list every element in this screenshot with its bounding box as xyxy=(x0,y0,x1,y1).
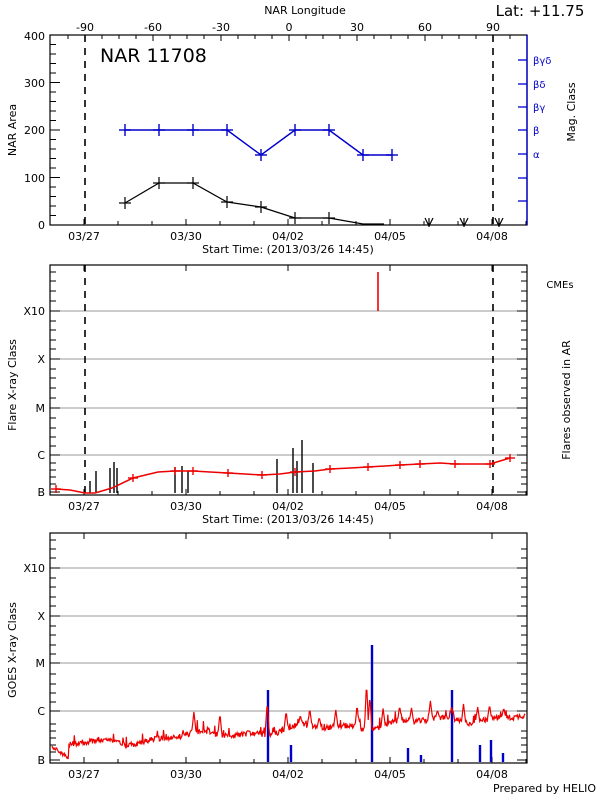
page-title: NAR 11708 xyxy=(100,45,207,67)
panel3-x-ticks: 03/27 03/30 04/02 04/05 04/08 xyxy=(68,533,527,781)
panel1-xtick-4: 04/08 xyxy=(476,230,508,243)
panel3-ytick-X: X xyxy=(37,610,45,623)
panel2-ytick-X10: X10 xyxy=(23,305,45,318)
panel1-xlabel: Start Time: (2013/03/26 14:45) xyxy=(202,243,374,256)
panel3-xtick-0: 03/27 xyxy=(68,768,100,781)
panel3-ylabel: GOES X-ray Class xyxy=(6,602,19,698)
panel2-x-ticks: 03/27 03/30 04/02 04/05 04/08 Start Time… xyxy=(68,265,527,526)
panel3-right-ticks xyxy=(517,548,527,761)
lon-tick--30: -30 xyxy=(212,21,230,34)
panel3-ytick-X10: X10 xyxy=(23,562,45,575)
panel1-xtick-1: 03/30 xyxy=(170,230,202,243)
panel3-xtick-1: 03/30 xyxy=(170,768,202,781)
panel3-gridlines xyxy=(50,567,527,712)
panel2-ytick-C: C xyxy=(37,449,45,462)
panel1-ytick-400: 400 xyxy=(24,30,45,43)
panel1-upper-limit-markers xyxy=(424,217,504,227)
mag-class-label-bg: βγ xyxy=(533,103,545,114)
lon-tick-60: 60 xyxy=(418,21,432,34)
panel3-y-ticks: B C M X X10 xyxy=(23,539,60,767)
panel1-ytick-0: 0 xyxy=(38,219,45,232)
lon-tick-0: 0 xyxy=(286,21,293,34)
lon-tick-30: 30 xyxy=(350,21,364,34)
panel-goes-xray-class: B C M X X10 GOES X-ray Class xyxy=(6,532,528,781)
mag-class-label-b: β xyxy=(533,126,539,137)
panel1-y-ticks: 0 100 200 300 400 xyxy=(24,30,60,232)
panel2-ylabel: Flare X-ray Class xyxy=(6,339,19,431)
panel3-xtick-3: 04/05 xyxy=(374,768,406,781)
panel2-ytick-X: X xyxy=(37,353,45,366)
panel1-mag-class-series xyxy=(119,124,398,161)
cmes-label: CMEs xyxy=(546,280,573,291)
panel2-right-label: Flares observed in AR xyxy=(560,340,573,460)
panel3-xtick-2: 04/02 xyxy=(272,768,304,781)
panel-flare-xray-class: B C M X X10 Flare X-ray Class xyxy=(6,264,574,526)
panel2-xtick-3: 04/05 xyxy=(374,500,406,513)
mag-class-label-bd: βδ xyxy=(533,80,546,91)
panel1-ytick-300: 300 xyxy=(24,77,45,90)
panel3-ytick-M: M xyxy=(36,657,46,670)
panel2-gridlines xyxy=(50,310,527,456)
mag-class-label-bgd: βγδ xyxy=(533,56,551,67)
panel2-y-ticks: B C M X X10 xyxy=(23,271,60,499)
panel3-ytick-B: B xyxy=(37,754,45,767)
lon-tick-90: 90 xyxy=(486,21,500,34)
panel2-xlabel: Start Time: (2013/03/26 14:45) xyxy=(202,513,374,526)
panel-nar-area: NAR Longitude Lat: +11.75 -90 -60 xyxy=(6,2,584,256)
credit-label: Prepared by HELIO xyxy=(493,782,596,795)
panel1-x-ticks: 03/27 03/30 04/02 04/05 04/08 Start Time… xyxy=(68,219,527,256)
panel1-mag-class-axis: βγδ βδ βγ β α Mag. Class xyxy=(518,56,578,202)
latitude-label: Lat: +11.75 xyxy=(496,2,585,20)
panel3-ytick-C: C xyxy=(37,705,45,718)
panel2-xtick-2: 04/02 xyxy=(272,500,304,513)
panel3-xtick-4: 04/08 xyxy=(476,768,508,781)
panel1-ylabel: NAR Area xyxy=(6,104,19,156)
lon-tick--90: -90 xyxy=(76,21,94,34)
panel2-xtick-0: 03/27 xyxy=(68,500,100,513)
mag-class-label-a: α xyxy=(533,150,540,161)
panel2-ytick-B: B xyxy=(37,486,45,499)
top-axis-title: NAR Longitude xyxy=(264,4,346,17)
panel2-xtick-4: 04/08 xyxy=(476,500,508,513)
panel1-right-label: Mag. Class xyxy=(565,82,578,141)
panel2-trend-series xyxy=(51,454,515,494)
panel1-xtick-0: 03/27 xyxy=(68,230,100,243)
panel1-xtick-3: 04/05 xyxy=(374,230,406,243)
panel3-flare-event-sticks xyxy=(266,645,505,762)
panel1-area-series xyxy=(119,177,504,227)
panel1-xtick-2: 04/02 xyxy=(272,230,304,243)
panel2-right-ticks: CMEs Flares observed in AR xyxy=(517,271,574,493)
panel2-xtick-1: 03/30 xyxy=(170,500,202,513)
panel1-ytick-200: 200 xyxy=(24,124,45,137)
panel2-ytick-M: M xyxy=(36,402,46,415)
panel3-goes-flux-curve xyxy=(51,689,526,760)
panel1-ytick-100: 100 xyxy=(24,172,45,185)
lon-tick--60: -60 xyxy=(144,21,162,34)
